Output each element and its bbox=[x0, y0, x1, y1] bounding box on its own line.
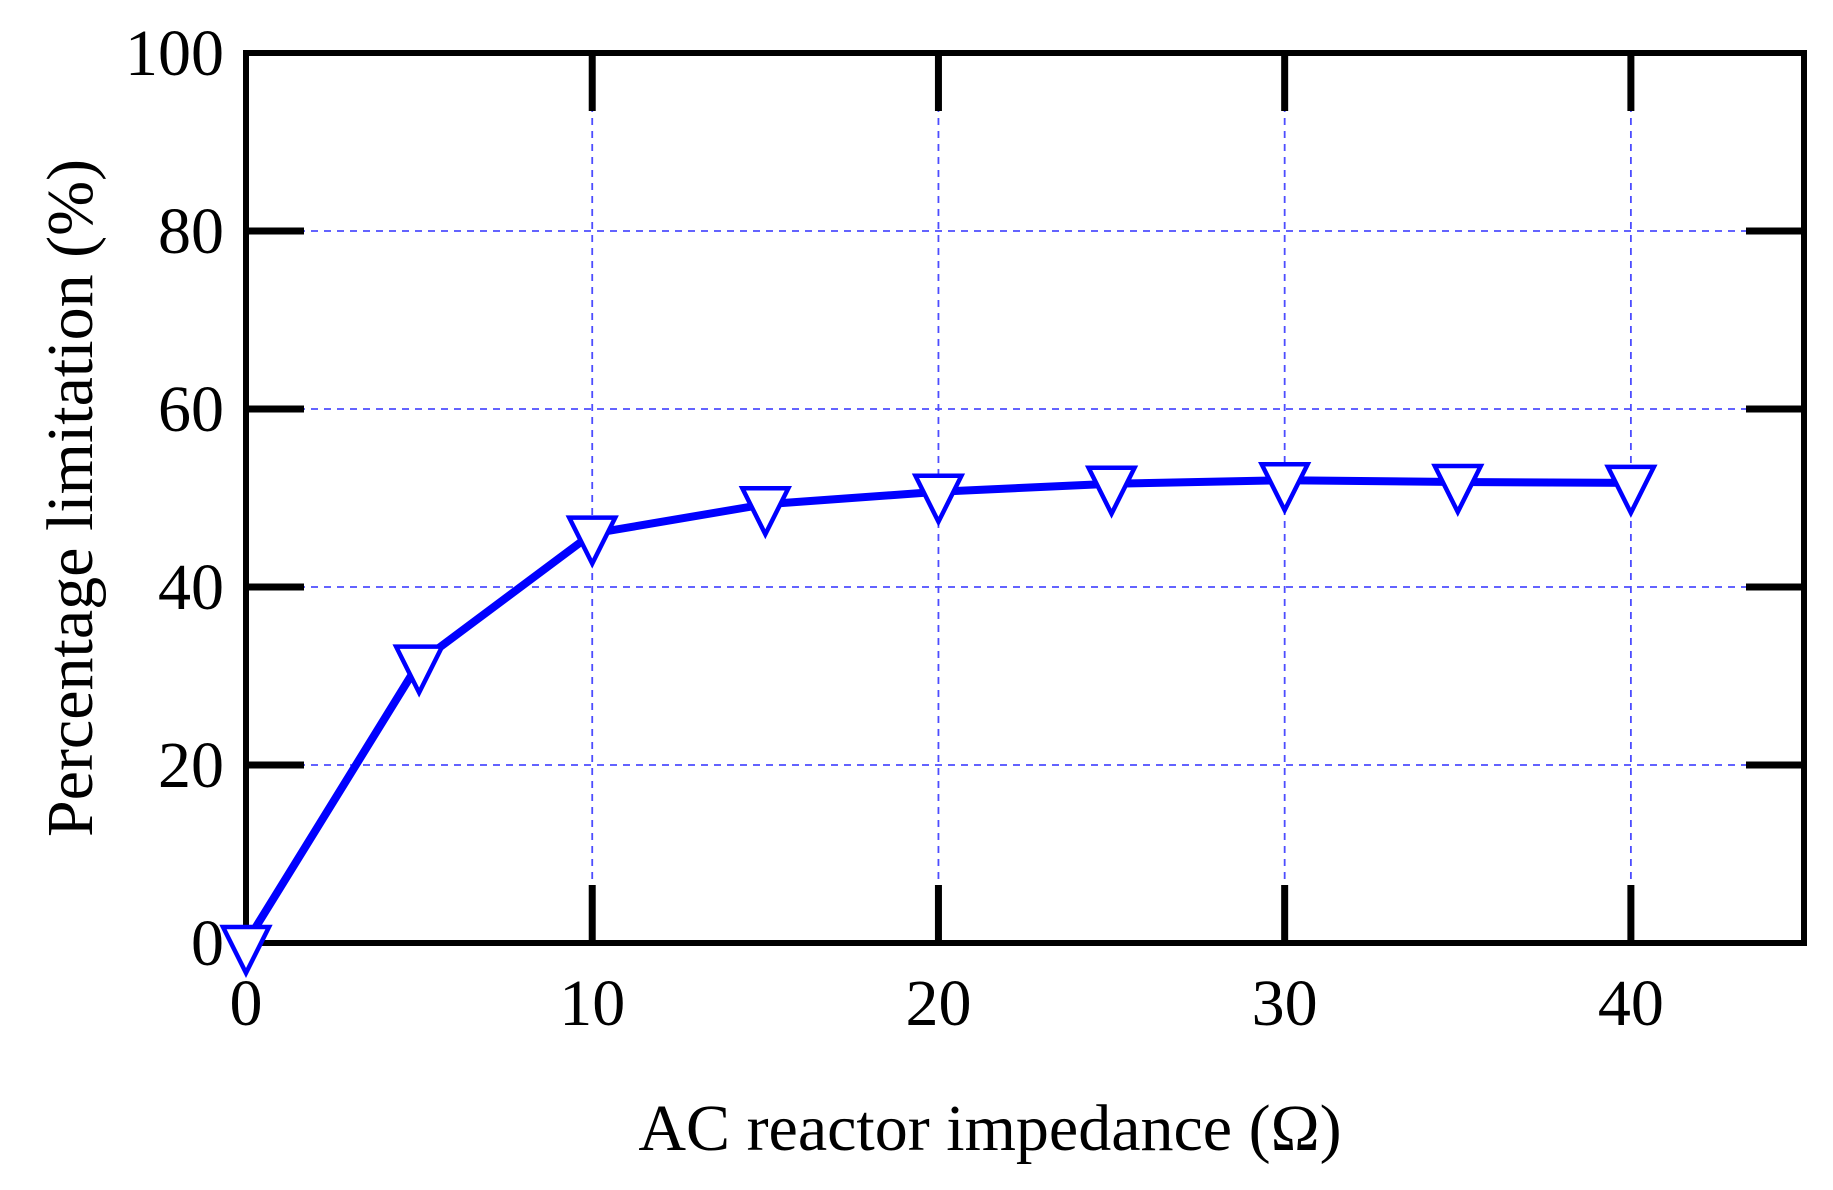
y-tick-label: 80 bbox=[158, 195, 224, 268]
data-point-marker bbox=[392, 644, 446, 698]
y-tick-label: 40 bbox=[158, 551, 224, 624]
data-point-marker bbox=[219, 924, 273, 979]
x-axis-title: AC reactor impedance (Ω) bbox=[638, 1092, 1341, 1165]
x-tick-label: 30 bbox=[1252, 967, 1318, 1040]
data-point-marker bbox=[738, 485, 792, 540]
axis-ticks bbox=[246, 53, 1804, 943]
x-tick-label: 40 bbox=[1598, 967, 1664, 1040]
y-tick-label: 60 bbox=[158, 373, 224, 446]
x-tick-label: 10 bbox=[559, 967, 625, 1040]
data-point-marker bbox=[1431, 463, 1485, 518]
x-tick-label: 20 bbox=[905, 967, 971, 1040]
grid-lines bbox=[246, 53, 1804, 943]
data-point-marker bbox=[565, 515, 619, 569]
x-tick-label: 0 bbox=[230, 967, 263, 1040]
data-point-marker bbox=[1604, 464, 1658, 518]
data-point-marker bbox=[1258, 461, 1312, 516]
y-axis-title: Percentage limitation (%) bbox=[34, 159, 107, 837]
data-series bbox=[219, 461, 1658, 979]
data-point-marker bbox=[911, 473, 966, 527]
data-point-marker bbox=[1084, 465, 1139, 519]
y-tick-label: 0 bbox=[191, 907, 224, 980]
y-tick-label: 20 bbox=[158, 729, 224, 802]
y-tick-labels: 0 20 40 60 80 100 bbox=[125, 17, 224, 980]
plot-frame bbox=[243, 50, 1807, 946]
x-tick-labels: 0 10 20 30 40 bbox=[230, 967, 1664, 1040]
y-tick-label: 100 bbox=[125, 17, 224, 90]
